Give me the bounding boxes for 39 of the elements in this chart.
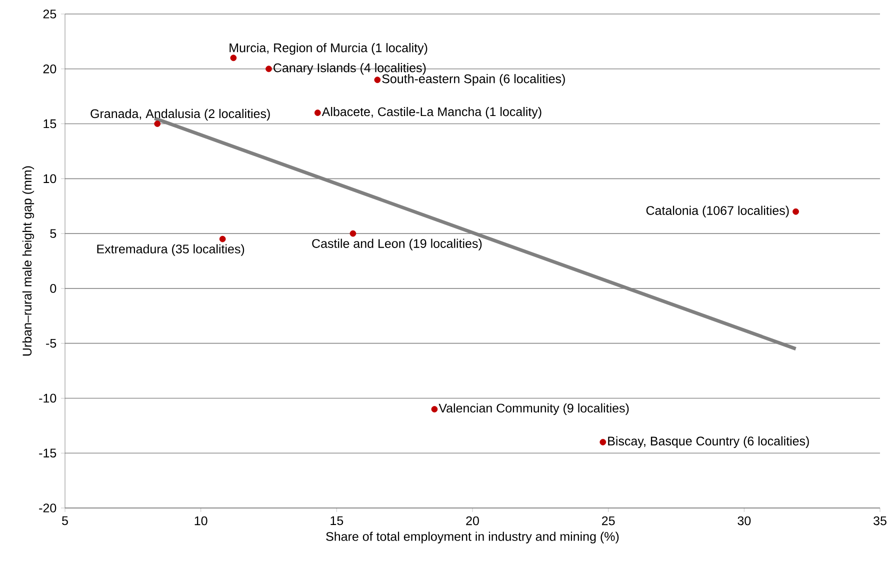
x-tick-label: 15: [330, 516, 344, 526]
y-tick-label: 10: [44, 174, 56, 184]
annotation: Murcia, Region of Murcia (1 locality): [230, 43, 428, 55]
x-tick-label: 5: [62, 516, 68, 526]
x-tick-label: 25: [602, 516, 615, 526]
annotation: Extremadura (35 localities): [97, 244, 244, 256]
annotation: Valencian Community (9 localities): [438, 403, 629, 416]
point: [230, 54, 237, 62]
point: [600, 438, 606, 446]
y-tick-label: 20: [43, 64, 56, 74]
y-tick-label: -10: [39, 394, 56, 403]
point: [219, 236, 226, 242]
y-tick-label: 5: [50, 229, 56, 238]
point: [314, 110, 321, 116]
y-axis-title: Urban–rural male height gap (mm): [22, 166, 34, 356]
y-tick-label: -5: [46, 338, 56, 348]
annotation: Catalonia (1067 localities): [646, 206, 789, 218]
annotation: Canary Islands (4 localities): [274, 63, 426, 75]
x-tick-label: 35: [874, 516, 886, 526]
y-tick-label: -20: [39, 504, 56, 512]
annotation: Biscay, Basque Country (6 localities): [608, 436, 809, 448]
point: [350, 230, 356, 237]
annotation: South-eastern Spain (6 localities): [382, 74, 565, 86]
annotation: Granada, Andalusia (2 localities): [90, 108, 270, 121]
x-tick-label: 10: [194, 516, 208, 526]
point: [266, 66, 272, 72]
point: [431, 406, 438, 412]
y-tick-label: 25: [43, 10, 56, 18]
point: [154, 120, 161, 127]
y-tick-label: 0: [50, 284, 56, 293]
y-tick-label: -15: [39, 448, 56, 458]
annotation: Albacete, Castile-La Mancha (1 locality): [322, 106, 542, 119]
x-tick-label: 20: [466, 516, 479, 526]
annotation: Castile and Leon (19 localities): [312, 238, 482, 250]
y-tick-label: 15: [44, 119, 56, 128]
x-tick-label: 30: [738, 516, 751, 526]
point: [792, 208, 799, 215]
x-axis-title: Share of total employment in industry and mining (%): [326, 532, 619, 544]
point: [374, 76, 381, 84]
